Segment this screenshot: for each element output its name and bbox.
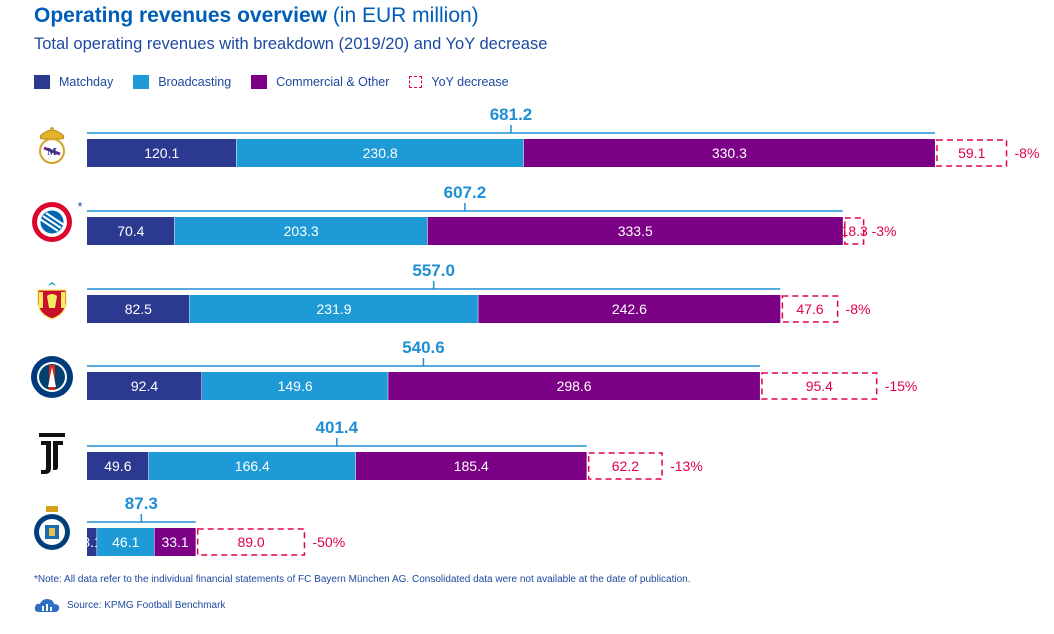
- legend-item-matchday: Matchday: [34, 75, 113, 89]
- total-label: 681.2: [490, 105, 533, 124]
- legend-swatch-broadcasting: [133, 75, 150, 89]
- legend-label-matchday: Matchday: [59, 75, 114, 89]
- juventus-logo-icon: [30, 432, 74, 476]
- yoy-percent-label: -15%: [885, 378, 918, 394]
- cloud-chart-icon: [34, 599, 60, 612]
- bar-broadcasting: [97, 528, 155, 556]
- legend-item-commercial: Commercial & Other: [251, 75, 389, 89]
- bar-commercial: [154, 528, 196, 556]
- legend-item-broadcasting: Broadcasting: [133, 75, 231, 89]
- yoy-decrease-box: [844, 217, 865, 245]
- data-label-broadcasting: 231.9: [317, 301, 352, 317]
- svg-text:M: M: [47, 147, 57, 158]
- data-label-matchday: 70.4: [117, 223, 144, 239]
- yoy-decrease-box: [196, 528, 306, 556]
- fc-porto-crest-icon: [30, 504, 74, 550]
- chart-title-unit: (in EUR million): [332, 4, 479, 27]
- data-label-commercial: 330.3: [712, 145, 747, 161]
- chart-subtitle: Total operating revenues with breakdown …: [34, 35, 548, 53]
- legend-label-yoy: YoY decrease: [431, 75, 509, 89]
- footnote-asterisk: *: [77, 199, 82, 214]
- legend-item-yoy: YoY decrease: [409, 75, 509, 89]
- legend-label-broadcasting: Broadcasting: [158, 75, 232, 89]
- data-label-broadcasting: 166.4: [235, 458, 270, 474]
- source-label: Source: KPMG Football Benchmark: [67, 599, 226, 611]
- data-label-commercial: 298.6: [557, 378, 592, 394]
- yoy-value-label: 62.2: [612, 458, 639, 474]
- legend-label-commercial: Commercial & Other: [276, 75, 390, 89]
- data-label-matchday: 92.4: [131, 378, 158, 394]
- legend-swatch-matchday: [34, 75, 50, 89]
- bar-matchday: [87, 452, 149, 480]
- bar-commercial: [355, 452, 587, 480]
- bar-commercial: [523, 139, 935, 167]
- bar-matchday: [87, 295, 190, 323]
- bar-broadcasting: [202, 372, 389, 400]
- bar-matchday: [87, 217, 175, 245]
- fc-bayern-crest-icon: [30, 200, 74, 244]
- chart-title: Operating revenues overview (in EUR mill…: [34, 4, 479, 28]
- data-label-commercial: 33.1: [161, 534, 188, 550]
- yoy-value-label: 59.1: [958, 145, 985, 161]
- data-label-commercial: 185.4: [454, 458, 489, 474]
- chart-title-bold: Operating revenues overview: [34, 4, 327, 27]
- legend: Matchday Broadcasting Commercial & Other…: [34, 73, 529, 91]
- bar-broadcasting: [236, 139, 524, 167]
- yoy-value-label: 18.3: [841, 223, 868, 239]
- bar-broadcasting: [189, 295, 479, 323]
- data-label-broadcasting: 149.6: [278, 378, 313, 394]
- bar-matchday: [87, 372, 203, 400]
- yoy-percent-label: -13%: [670, 458, 703, 474]
- data-label-broadcasting: 230.8: [363, 145, 398, 161]
- bar-commercial: [388, 372, 760, 400]
- bar-commercial: [427, 217, 843, 245]
- data-label-broadcasting: 46.1: [112, 534, 139, 550]
- yoy-value-label: 47.6: [796, 301, 823, 317]
- liverpool-crest-icon: [30, 278, 74, 322]
- legend-swatch-commercial: [251, 75, 268, 89]
- yoy-percent-label: -8%: [846, 301, 871, 317]
- yoy-percent-label: -3%: [872, 223, 897, 239]
- psg-crest-icon: [30, 355, 74, 399]
- data-label-matchday: 49.6: [104, 458, 131, 474]
- total-label: 401.4: [316, 418, 359, 437]
- data-label-matchday: 120.1: [144, 145, 179, 161]
- total-label: 607.2: [444, 183, 487, 202]
- data-label-matchday: 8.1: [82, 534, 102, 550]
- data-label-broadcasting: 203.3: [284, 223, 319, 239]
- yoy-value-label: 95.4: [806, 378, 833, 394]
- legend-swatch-yoy: [409, 76, 423, 88]
- yoy-decrease-box: [587, 452, 663, 480]
- data-label-commercial: 333.5: [618, 223, 653, 239]
- bar-broadcasting: [148, 452, 356, 480]
- yoy-percent-label: -8%: [1015, 145, 1040, 161]
- source: Source: KPMG Football Benchmark: [34, 598, 225, 612]
- total-label: 557.0: [412, 261, 455, 280]
- bar-matchday: [87, 139, 237, 167]
- total-label: 540.6: [402, 338, 445, 357]
- bar-matchday: [87, 528, 98, 556]
- real-madrid-crest-icon: M: [30, 122, 74, 166]
- bar-commercial: [478, 295, 781, 323]
- footnote: *Note: All data refer to the individual …: [34, 574, 691, 585]
- data-label-matchday: 82.5: [125, 301, 152, 317]
- yoy-percent-label: -50%: [312, 534, 345, 550]
- yoy-decrease-box: [936, 139, 1008, 167]
- data-label-commercial: 242.6: [612, 301, 647, 317]
- yoy-value-label: 89.0: [237, 534, 264, 550]
- bar-broadcasting: [174, 217, 428, 245]
- total-label: 87.3: [125, 494, 158, 513]
